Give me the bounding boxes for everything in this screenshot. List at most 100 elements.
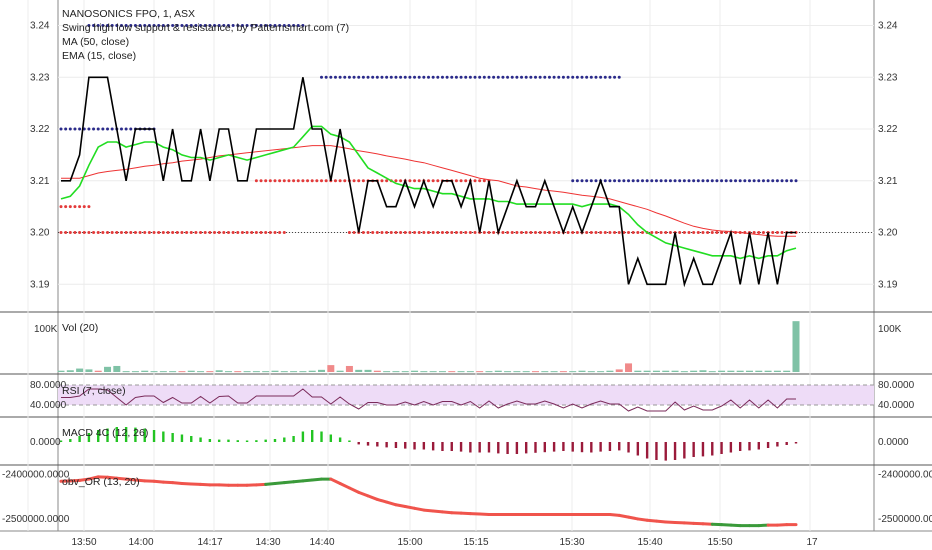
macd-bar (320, 431, 323, 442)
resistance-dot (529, 75, 533, 79)
volume-pane[interactable] (57, 321, 800, 373)
volume-bar (485, 371, 493, 373)
resistance-dot (78, 127, 82, 131)
resistance-dot (87, 24, 91, 28)
macd-bar (273, 439, 277, 442)
resistance-dot (87, 127, 91, 131)
resistance-dot (775, 179, 779, 183)
volume-bar (76, 368, 84, 372)
resistance-dot (734, 179, 738, 183)
price-pane[interactable] (58, 24, 874, 288)
resistance-dot (375, 75, 379, 79)
macd-bar (441, 442, 444, 451)
time-tick-label: 15:00 (397, 537, 422, 548)
volume-bar (206, 371, 214, 373)
volume-bar (420, 371, 428, 373)
rsi-pane[interactable] (58, 384, 874, 412)
support-dot (82, 205, 86, 209)
axes: 3.24 3.24 3.23 3.23 3.22 3.22 3.21 3.21 3.20 3.20… (2, 21, 932, 548)
support-dot (282, 179, 286, 183)
resistance-dot (743, 179, 747, 183)
support-dot (268, 231, 272, 235)
support-dot (515, 231, 519, 235)
resistance-dot (166, 24, 170, 28)
support-dot (389, 231, 393, 235)
support-dot (403, 231, 407, 235)
obv-segment (440, 510, 454, 515)
resistance-dot (175, 24, 179, 28)
support-dot (464, 231, 468, 235)
resistance-dot (724, 179, 728, 183)
resistance-dot (538, 75, 542, 79)
resistance-dot (408, 75, 412, 79)
support-dot (487, 231, 491, 235)
resistance-dot (59, 127, 63, 131)
macd-bar (283, 437, 286, 442)
obv-segment (115, 476, 128, 481)
macd-bar (236, 440, 239, 442)
support-dot (650, 231, 654, 235)
macd-bar (106, 428, 109, 442)
obv-segment (422, 508, 435, 513)
support-dot (264, 231, 268, 235)
resistance-dot (213, 24, 217, 28)
volume-bar (104, 366, 112, 372)
resistance-dot (454, 75, 458, 79)
support-dot (87, 231, 91, 235)
macd-bar (376, 442, 379, 447)
support-dot (264, 179, 268, 183)
rsi-band (58, 385, 874, 405)
obv-label: obv_OR (13, 20) (62, 476, 140, 488)
macd-bar (645, 442, 649, 459)
support-dot (631, 231, 635, 235)
resistance-dot (515, 75, 519, 79)
resistance-dot (399, 75, 403, 79)
obv-segment (264, 482, 277, 486)
obv-segment (87, 475, 100, 481)
resistance-dot (110, 24, 114, 28)
macd-bar (757, 442, 760, 450)
resistance-dot (129, 24, 133, 28)
resistance-dot (692, 179, 696, 183)
support-dot (106, 231, 110, 235)
resistance-dot (203, 24, 207, 28)
resistance-dot (199, 24, 203, 28)
macd-bar (180, 434, 184, 442)
support-dot (92, 231, 96, 235)
macd-bar (338, 437, 342, 442)
macd-bar (134, 427, 137, 442)
obv-pane[interactable] (59, 475, 798, 528)
support-dot (413, 179, 417, 183)
resistance-dot (603, 179, 607, 183)
support-dot (482, 231, 486, 235)
macd-bar (124, 427, 128, 442)
rsi-tick-left: 80.0000 (30, 380, 67, 391)
resistance-dot (603, 75, 607, 79)
support-dot (361, 231, 365, 235)
volume-bar (578, 370, 586, 372)
macd-bar (199, 437, 202, 442)
resistance-dot (403, 75, 407, 79)
resistance-dot (194, 24, 198, 28)
time-tick-label: 14:00 (128, 537, 153, 548)
volume-bar (764, 370, 772, 372)
resistance-dot (482, 75, 486, 79)
resistance-dot (64, 127, 68, 131)
macd-pane[interactable] (59, 427, 798, 461)
volume-bar (141, 370, 149, 372)
support-dot (775, 231, 779, 235)
obv-segment (106, 475, 119, 480)
macd-bar (590, 442, 593, 453)
macd-bar (562, 442, 565, 451)
volume-bar (318, 369, 326, 372)
time-tick-label: 15:15 (463, 537, 488, 548)
support-dot (292, 179, 296, 183)
volume-bar (159, 371, 167, 373)
volume-bar (150, 371, 158, 373)
resistance-dot (119, 24, 123, 28)
price-tick-left: 3.20 (30, 228, 50, 239)
obv-segment (357, 490, 370, 498)
obv-segment (310, 477, 324, 482)
